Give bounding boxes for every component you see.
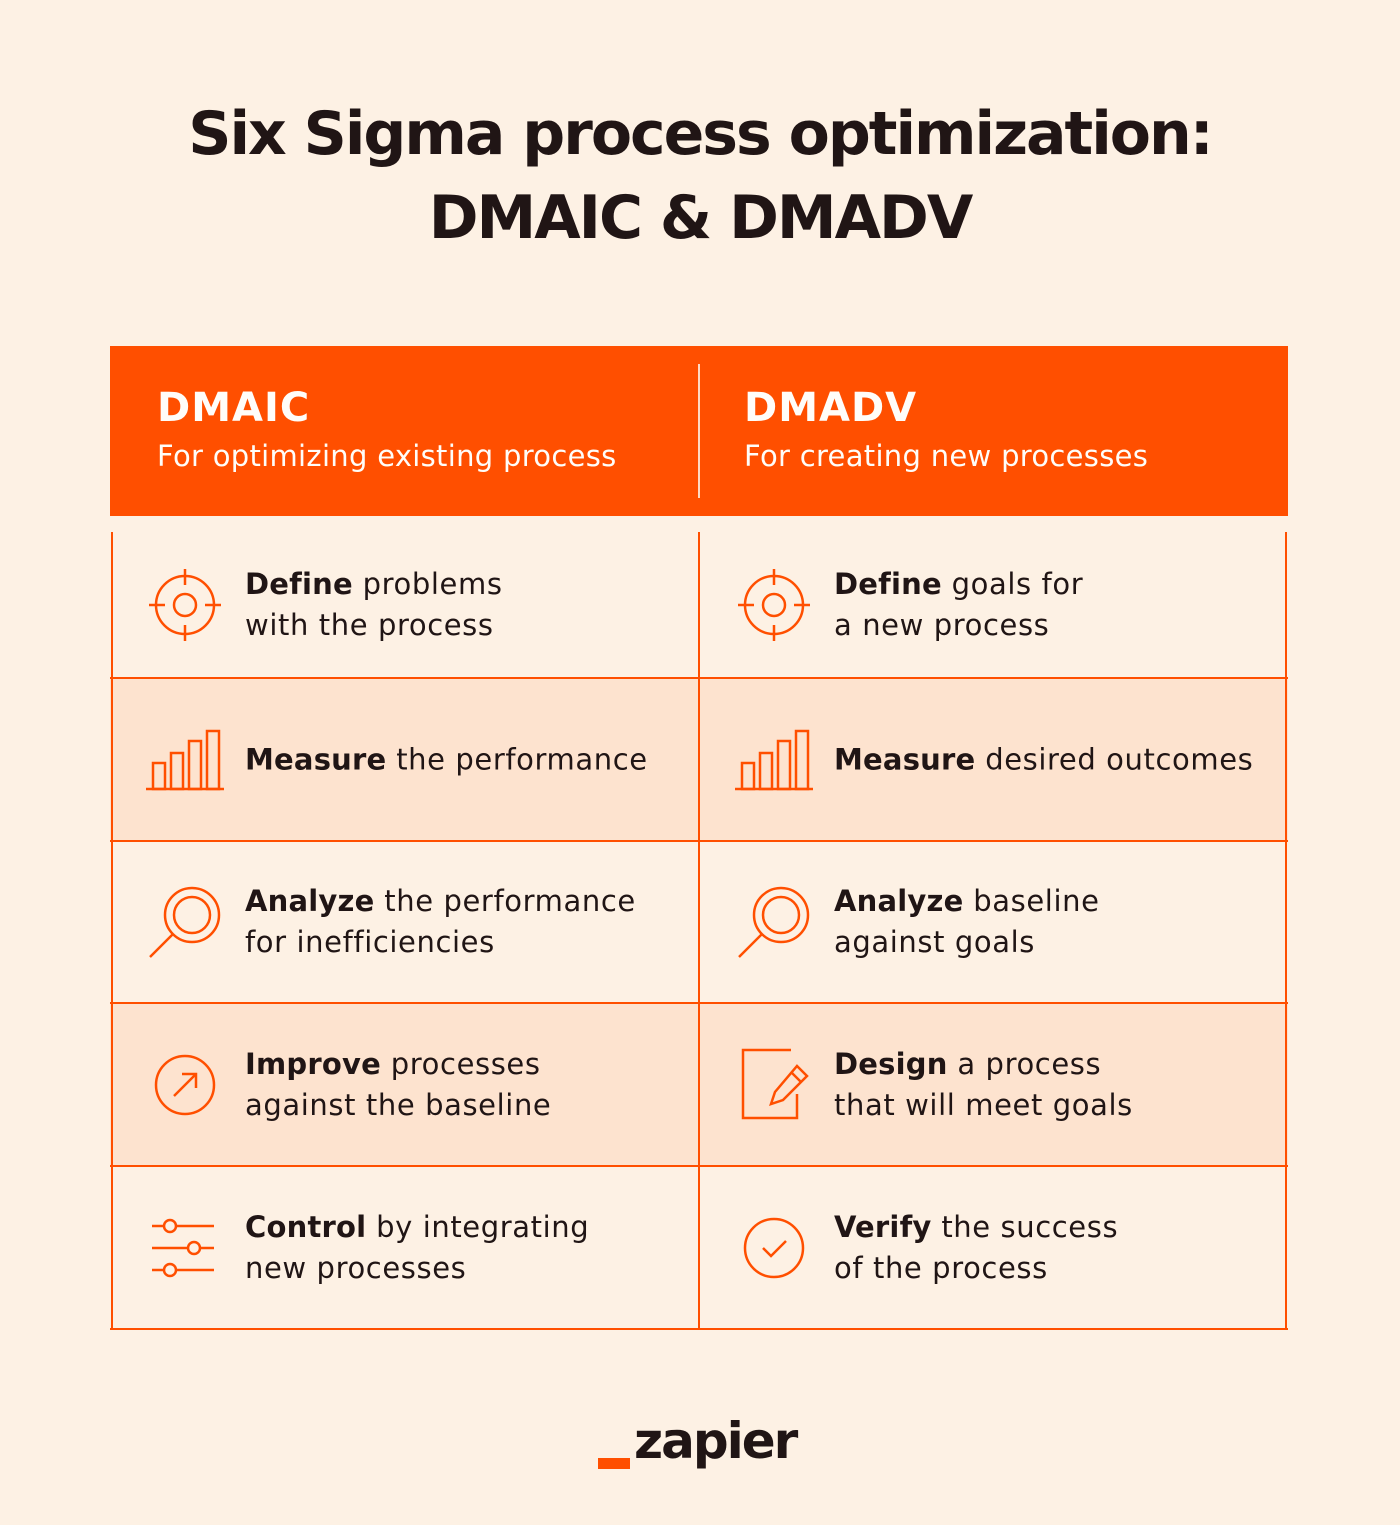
step-text: Control by integrating new processes: [245, 1210, 590, 1285]
step-text: Analyze the performance for inefficienci…: [245, 884, 636, 959]
magnifier-icon: [733, 881, 815, 963]
page-title: Six Sigma process optimization: DMAIC & …: [0, 92, 1400, 260]
magnifier-icon: [144, 881, 226, 963]
table-header: DMAIC For optimizing existing process DM…: [110, 346, 1288, 516]
cell-dmaic-measure: Measure the performance: [110, 678, 698, 841]
step-row-analyze: Analyze the performance for inefficienci…: [110, 841, 1288, 1003]
header-dmadv-subtitle: For creating new processes: [744, 439, 1149, 473]
cell-dmaic-analyze: Analyze the performance for inefficienci…: [110, 841, 698, 1003]
step-row-improve-design: Improve processes against the baseline D…: [110, 1003, 1288, 1166]
step-row-measure: Measure the performance Measure desired …: [110, 678, 1288, 841]
header-dmaic-subtitle: For optimizing existing process: [157, 439, 617, 473]
cell-dmaic-control: Control by integrating new processes: [110, 1166, 698, 1330]
cell-dmadv-measure: Measure desired outcomes: [699, 678, 1287, 841]
zapier-logo: zapier: [598, 1408, 808, 1478]
step-text: Measure desired outcomes: [834, 742, 1254, 776]
step-text: Improve processes against the baseline: [245, 1046, 552, 1122]
cell-dmaic-define: Define problems with the process: [110, 532, 698, 678]
cell-dmadv-verify: Verify the success of the process: [699, 1166, 1287, 1330]
header-dmadv-title: DMADV: [744, 385, 918, 431]
edit-document-icon: [733, 1044, 815, 1126]
step-text: Analyze baseline against goals: [834, 884, 1100, 959]
step-text: Define goals for a new process: [834, 567, 1084, 642]
header-dmadv: DMADV For creating new processes: [744, 382, 1148, 478]
comparison-table: DMAIC For optimizing existing process DM…: [110, 346, 1288, 1330]
cell-dmadv-define: Define goals for a new process: [699, 532, 1287, 678]
bar-chart-icon: [733, 719, 815, 801]
target-icon: [733, 564, 815, 646]
sliders-icon: [144, 1207, 226, 1289]
step-text: Measure the performance: [245, 742, 648, 776]
logo-wordmark: zapier: [634, 1412, 798, 1470]
step-text: Design a process that will meet goals: [834, 1046, 1133, 1122]
step-row-define: Define problems with the process Define …: [110, 532, 1288, 678]
step-text: Verify the success of the process: [834, 1210, 1119, 1285]
header-dmaic: DMAIC For optimizing existing process: [157, 382, 617, 478]
check-circle-icon: [733, 1207, 815, 1289]
cell-dmadv-analyze: Analyze baseline against goals: [699, 841, 1287, 1003]
logo-underscore: [598, 1458, 630, 1469]
cell-dmaic-improve: Improve processes against the baseline: [110, 1003, 698, 1166]
arrow-circle-icon: [144, 1044, 226, 1126]
cell-dmadv-design: Design a process that will meet goals: [699, 1003, 1287, 1166]
header-divider: [698, 364, 700, 498]
title-line-1: Six Sigma process optimization:: [188, 99, 1213, 169]
header-dmaic-title: DMAIC: [157, 385, 311, 431]
step-row-control-verify: Control by integrating new processes Ver…: [110, 1166, 1288, 1330]
target-icon: [144, 564, 226, 646]
steps-grid: Define problems with the process Define …: [110, 532, 1288, 1330]
title-line-2: DMAIC & DMADV: [428, 183, 974, 253]
step-text: Define problems with the process: [245, 567, 503, 642]
bar-chart-icon: [144, 719, 226, 801]
